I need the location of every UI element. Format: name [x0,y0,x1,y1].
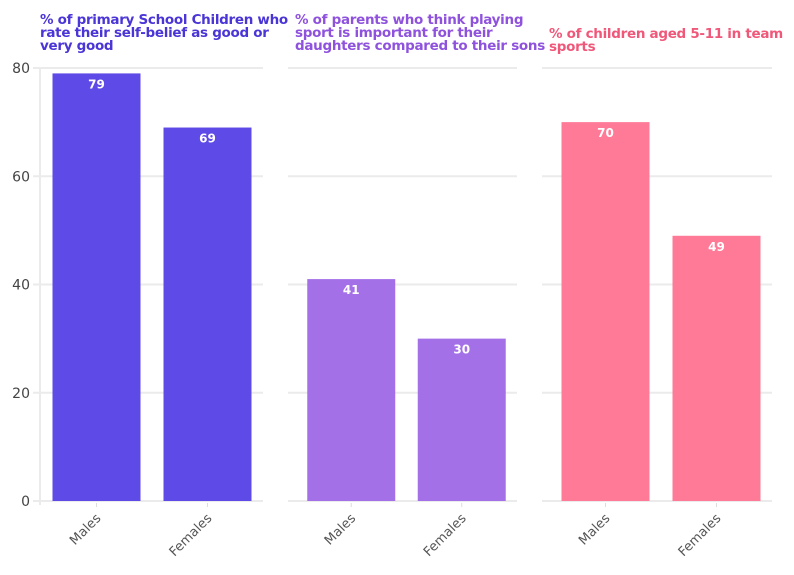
panel-title: % of children aged 5-11 in team sports [549,26,783,55]
y-tick-label: 40 [12,278,30,294]
y-tick-label: 60 [12,169,30,185]
data-label: 49 [708,240,725,254]
panel-title-line: % of parents who think playing [295,12,524,28]
x-tick-label: Females [421,511,470,560]
bar-males [52,73,141,501]
x-tick-label: Males [67,511,104,548]
bar-males [561,122,650,501]
x-tick-label: Males [322,511,359,548]
bar-males [307,279,396,501]
panel-title-line: % of primary School Children who [40,12,288,28]
data-label: 69 [199,132,216,146]
y-tick-label: 20 [12,386,30,402]
data-label: 41 [343,283,360,297]
x-tick-label: Females [676,511,725,560]
data-label: 70 [597,126,614,140]
panel-3: 70 Males 49 Females [542,67,772,560]
panel-title-line: % of children aged 5-11 in team [549,26,783,42]
bar-females [417,338,506,501]
panel-title-line: rate their self-belief as good or [40,25,269,41]
y-tick-label: 80 [12,61,30,77]
panel-title-line: sports [549,39,596,55]
data-label: 79 [88,77,105,91]
panel-2: 41 Males 30 Females [288,67,517,560]
bar-females [163,127,252,501]
panel-title-line: sport is important for their [295,25,493,41]
data-label: 30 [453,343,470,357]
panel-title-line: daughters compared to their sons [295,38,545,54]
panel-title-line: very good [40,38,114,54]
panel-1: 79 Males 69 Females [33,67,263,560]
x-tick-label: Females [167,511,216,560]
panel-title: % of primary School Children who rate the… [40,12,288,54]
bar-females [672,235,761,501]
x-tick-label: Males [576,511,613,548]
y-tick-label: 0 [21,494,30,510]
panel-title: % of parents who think playing sport is i… [295,12,545,54]
